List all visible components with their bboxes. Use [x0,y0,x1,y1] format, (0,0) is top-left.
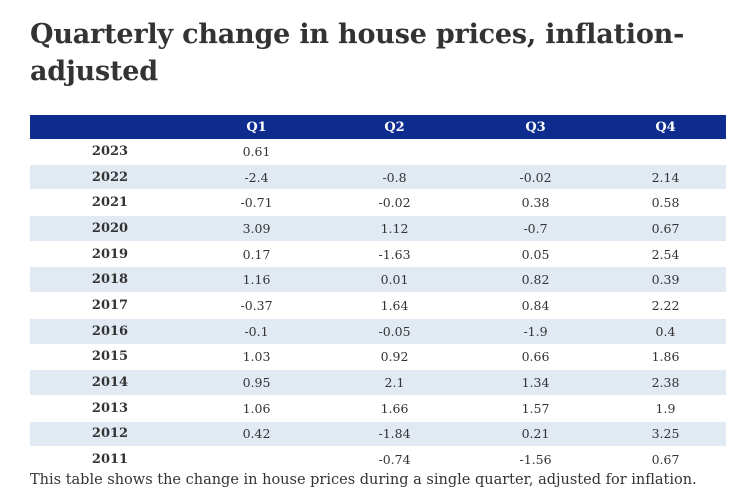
q3-cell: 0.66 [466,344,605,371]
q1-cell: -0.1 [190,318,323,345]
q1-cell: 1.16 [190,266,323,294]
q3-cell: -1.9 [466,318,605,345]
data-table: Q1 Q2 Q3 Q4 2023 0.61 2022 -2.4 -0.8 -0.02 2.1… [30,115,726,473]
q4-cell: 0.4 [605,318,726,345]
table-header: Q1 Q2 Q3 Q4 [30,115,726,139]
q3-cell: 1.34 [466,369,605,396]
q2-cell: -0.8 [323,164,466,191]
q1-cell: 0.42 [190,421,323,448]
table-row: 2022 -2.4 -0.8 -0.02 2.14 [30,164,726,191]
q1-cell: -0.71 [190,189,323,217]
year-cell: 2017 [30,292,190,319]
q4-cell: 2.14 [605,164,726,191]
q4-cell [605,139,726,165]
q3-cell [466,139,605,165]
q1-cell: 1.03 [190,344,323,371]
header-cell-year [30,115,190,139]
table-row: 2021 -0.71 -0.02 0.38 0.58 [30,189,726,217]
q4-cell: 0.67 [605,446,726,473]
table-row: 2017 -0.37 1.64 0.84 2.22 [30,292,726,319]
q3-cell: -0.02 [466,164,605,191]
q2-cell: 1.66 [323,395,466,422]
year-cell: 2014 [30,369,190,396]
header-cell-q1: Q1 [246,119,267,135]
q3-cell: 0.38 [466,189,605,217]
year-cell: 2015 [30,344,190,371]
q2-cell: 2.1 [323,369,466,396]
table-caption: This table shows the change in house pri… [30,472,697,488]
q1-cell: 0.61 [190,139,323,165]
year-cell: 2018 [30,266,190,294]
table-row: 2020 3.09 1.12 -0.7 0.67 [30,215,726,242]
q3-cell: 0.05 [466,241,605,268]
q2-cell: 1.64 [323,292,466,319]
table-row: 2012 0.42 -1.84 0.21 3.25 [30,421,726,448]
q1-cell: 1.06 [190,395,323,422]
q3-cell: -0.7 [466,215,605,242]
q1-cell: -0.37 [190,292,323,319]
page: Quarterly change in house prices, inflat… [30,16,726,488]
q2-cell: 0.01 [323,266,466,294]
year-cell: 2012 [30,421,190,448]
table-row: 2014 0.95 2.1 1.34 2.38 [30,369,726,396]
q4-cell: 0.67 [605,215,726,242]
q1-cell [190,446,323,473]
year-cell: 2022 [30,164,190,191]
q2-cell: -0.02 [323,189,466,217]
table-row: 2011 -0.74 -1.56 0.67 [30,446,726,473]
q4-cell: 2.38 [605,369,726,396]
q4-cell: 2.22 [605,292,726,319]
q2-cell: -1.84 [323,421,466,448]
year-cell: 2011 [30,446,190,473]
q4-cell: 1.9 [605,395,726,422]
year-cell: 2019 [30,241,190,268]
header-cell-q4: Q4 [655,119,676,135]
q1-cell: 0.17 [190,241,323,268]
year-cell: 2020 [30,215,190,242]
header-cell-q2: Q2 [384,119,405,135]
q3-cell: 0.84 [466,292,605,319]
q2-cell: -0.74 [323,446,466,473]
year-cell: 2013 [30,395,190,422]
q4-cell: 2.54 [605,241,726,268]
page-title: Quarterly change in house prices, inflat… [30,19,685,87]
header-cell-q3: Q3 [525,119,546,135]
q3-cell: -1.56 [466,446,605,473]
header-row: Q1 Q2 Q3 Q4 [30,115,726,139]
table-row: 2023 0.61 [30,139,726,165]
year-cell: 2023 [30,139,190,165]
q3-cell: 0.82 [466,266,605,294]
year-cell: 2021 [30,189,190,217]
table-row: 2013 1.06 1.66 1.57 1.9 [30,395,726,422]
q4-cell: 3.25 [605,421,726,448]
q4-cell: 0.39 [605,266,726,294]
q1-cell: 0.95 [190,369,323,396]
table-row: 2016 -0.1 -0.05 -1.9 0.4 [30,318,726,345]
q2-cell: -0.05 [323,318,466,345]
q4-cell: 0.58 [605,189,726,217]
table-body: 2023 0.61 2022 -2.4 -0.8 -0.02 2.14 2021 -0.71 -0… [30,139,726,473]
table-row: 2018 1.16 0.01 0.82 0.39 [30,266,726,294]
year-cell: 2016 [30,318,190,345]
table-row: 2019 0.17 -1.63 0.05 2.54 [30,241,726,268]
q4-cell: 1.86 [605,344,726,371]
q2-cell [323,139,466,165]
q2-cell: 1.12 [323,215,466,242]
q1-cell: 3.09 [190,215,323,242]
q2-cell: -1.63 [323,241,466,268]
q2-cell: 0.92 [323,344,466,371]
q3-cell: 0.21 [466,421,605,448]
table-row: 2015 1.03 0.92 0.66 1.86 [30,344,726,371]
q3-cell: 1.57 [466,395,605,422]
q1-cell: -2.4 [190,164,323,191]
